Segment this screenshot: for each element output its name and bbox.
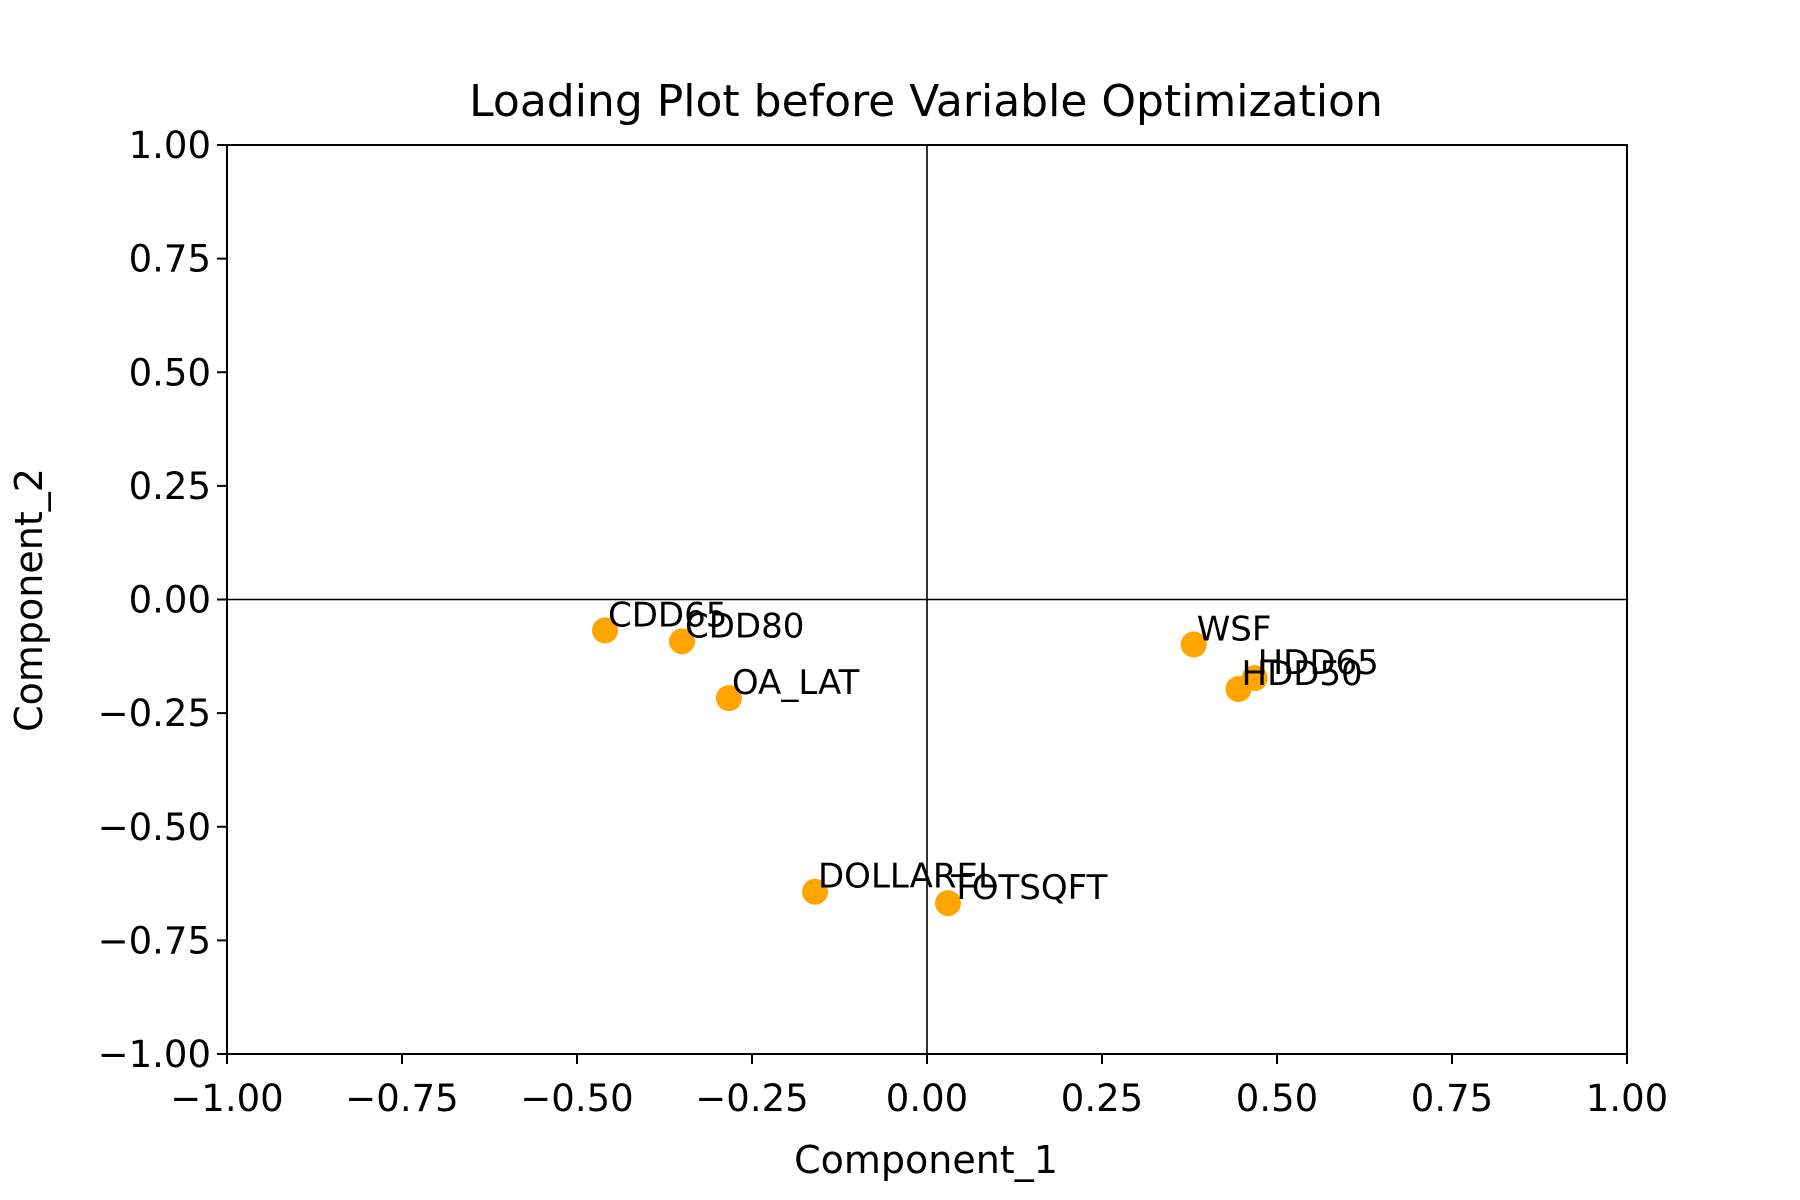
y-tick-label: 0.25 bbox=[129, 465, 211, 508]
y-axis-label: Component_2 bbox=[7, 468, 51, 732]
x-tick-label: 0.50 bbox=[1236, 1077, 1318, 1120]
plot-area bbox=[226, 144, 1628, 1055]
point-label: HDD50 bbox=[1242, 654, 1363, 694]
point-label: OA_LAT bbox=[732, 663, 860, 703]
y-tick-label: −1.00 bbox=[98, 1033, 211, 1076]
x-tick-label: −1.00 bbox=[170, 1077, 283, 1120]
x-tick-label: −0.25 bbox=[695, 1077, 808, 1120]
data-point bbox=[1225, 676, 1252, 703]
data-point bbox=[669, 628, 695, 655]
chart-title: Loading Plot before Variable Optimizatio… bbox=[469, 76, 1383, 127]
y-axis: −1.00 −0.75 −0.50 −0.25 0.00 0.25 0.50 0.75 1.00 bbox=[98, 124, 227, 1076]
x-tick-label: 0.00 bbox=[886, 1077, 968, 1120]
x-axis: −1.00 −0.75 −0.50 −0.25 0.00 0.25 0.50 0.75 1.00 bbox=[170, 1054, 1668, 1120]
y-tick-label: −0.25 bbox=[98, 692, 211, 735]
x-tick-label: 0.75 bbox=[1411, 1077, 1493, 1120]
point-label: DOLLAREL bbox=[818, 857, 997, 897]
x-tick-label: −0.75 bbox=[345, 1077, 458, 1120]
y-tick-label: −0.50 bbox=[98, 806, 211, 849]
point-label: CDD80 bbox=[685, 606, 804, 646]
point-label: CDD65 bbox=[608, 595, 727, 635]
data-point bbox=[715, 685, 742, 712]
x-tick-label: 0.25 bbox=[1061, 1077, 1143, 1120]
data-point bbox=[1180, 631, 1207, 658]
y-tick-label: 0.50 bbox=[129, 351, 211, 394]
y-tick-label: 0.00 bbox=[129, 579, 211, 622]
y-tick-label: 1.00 bbox=[129, 124, 211, 167]
data-point bbox=[935, 890, 961, 917]
data-point bbox=[592, 617, 618, 644]
y-tick-label: −0.75 bbox=[98, 919, 211, 962]
data-point bbox=[802, 878, 828, 905]
point-label: TOTSQFT bbox=[950, 868, 1108, 908]
y-tick-label: 0.75 bbox=[129, 238, 211, 281]
x-tick-label: −0.50 bbox=[520, 1077, 633, 1120]
point-label: WSF bbox=[1197, 609, 1272, 649]
point-label: HDD65 bbox=[1258, 643, 1379, 683]
x-axis-label: Component_1 bbox=[794, 1138, 1058, 1182]
x-tick-label: 1.00 bbox=[1586, 1077, 1668, 1120]
